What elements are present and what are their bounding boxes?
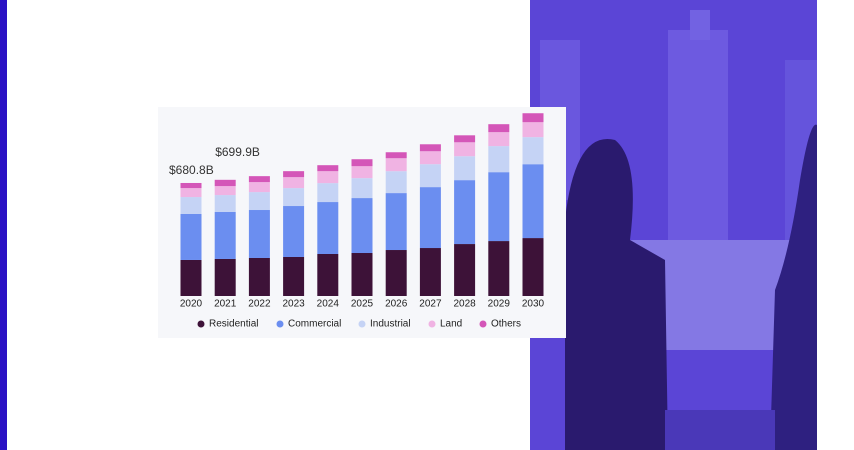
x-tick-label: 2027	[419, 299, 442, 310]
bar-segment	[385, 171, 407, 194]
total-label: $699.9B	[215, 145, 260, 159]
bar-segment	[283, 256, 305, 296]
bar-segment	[317, 165, 339, 172]
chart: 2020 2021 2022 2023 2024 2025 2026 2027 2028 2029…	[169, 113, 545, 330]
bar-segment	[317, 171, 339, 184]
legend-marker	[358, 320, 366, 328]
bar-segment	[385, 250, 407, 296]
legend-label: Others	[491, 319, 521, 330]
x-tick-label: 2030	[522, 299, 545, 310]
bar-segment	[454, 244, 476, 296]
bar-segment	[317, 202, 339, 255]
bar-segment	[317, 183, 339, 203]
bar-segment	[283, 206, 305, 257]
x-tick-label: 2024	[317, 299, 340, 310]
legend-label: Industrial	[370, 319, 411, 330]
bar-segment	[522, 137, 544, 165]
bar-segment	[180, 182, 202, 189]
bar-segment	[180, 188, 202, 198]
legend-marker	[276, 320, 284, 328]
bar-segment	[385, 158, 407, 172]
bar-segment	[522, 238, 544, 296]
x-tick-label: 2026	[385, 299, 408, 310]
bar-segment	[214, 179, 236, 187]
bar-segment	[248, 182, 270, 193]
bar-segment	[488, 146, 510, 173]
bar-segment	[214, 258, 236, 296]
x-tick-label: 2020	[180, 299, 203, 310]
bar-segment	[419, 144, 441, 152]
bar-segment	[180, 213, 202, 260]
x-tick-label: 2022	[248, 299, 271, 310]
bar-segment	[248, 176, 270, 183]
bar-segment	[214, 212, 236, 259]
bar-segment	[522, 122, 544, 138]
bar-segment	[214, 195, 236, 213]
bar-segment	[454, 180, 476, 245]
bar-segment	[419, 248, 441, 296]
bar-segment	[351, 159, 373, 167]
bar-segment	[522, 164, 544, 239]
photo-panel	[530, 0, 817, 450]
bar-segment	[385, 152, 407, 159]
x-tick-label: 2028	[453, 299, 476, 310]
total-label: $680.8B	[169, 163, 214, 177]
x-tick-label: 2023	[282, 299, 305, 310]
bar-segment	[248, 210, 270, 258]
x-tick-label: 2029	[488, 299, 511, 310]
bar-segment	[351, 253, 373, 296]
bar-segment	[419, 151, 441, 165]
legend-marker	[428, 320, 436, 328]
bar-segment	[488, 132, 510, 147]
bar-segment	[454, 156, 476, 181]
bar-segment	[214, 186, 236, 196]
bar-segment	[488, 172, 510, 242]
bar-segment	[283, 177, 305, 189]
x-tick-label: 2025	[351, 299, 374, 310]
legend-label: Residential	[209, 319, 258, 330]
bar-segment	[248, 192, 270, 211]
bar-segment	[248, 257, 270, 296]
bar-segment	[351, 178, 373, 199]
bar-segment	[283, 171, 305, 178]
bar-segment	[488, 241, 510, 296]
legend-marker	[197, 320, 205, 328]
bar-segment	[522, 113, 544, 123]
bar-segment	[385, 193, 407, 251]
legend-marker	[479, 320, 487, 328]
bar-segment	[180, 197, 202, 214]
bar-segment	[351, 198, 373, 254]
bar-segment	[454, 135, 476, 143]
x-tick-label: 2021	[214, 299, 237, 310]
legend-label: Commercial	[288, 319, 341, 330]
bar-segment	[419, 187, 441, 249]
bar-segment	[419, 164, 441, 188]
left-strip	[0, 0, 7, 450]
legend-label: Land	[440, 319, 462, 330]
bar-segment	[488, 124, 510, 133]
bar-segment	[351, 166, 373, 179]
bar-segment	[180, 259, 202, 296]
bar-segment	[283, 188, 305, 207]
bar-segment	[454, 142, 476, 157]
bar-segment	[317, 254, 339, 296]
